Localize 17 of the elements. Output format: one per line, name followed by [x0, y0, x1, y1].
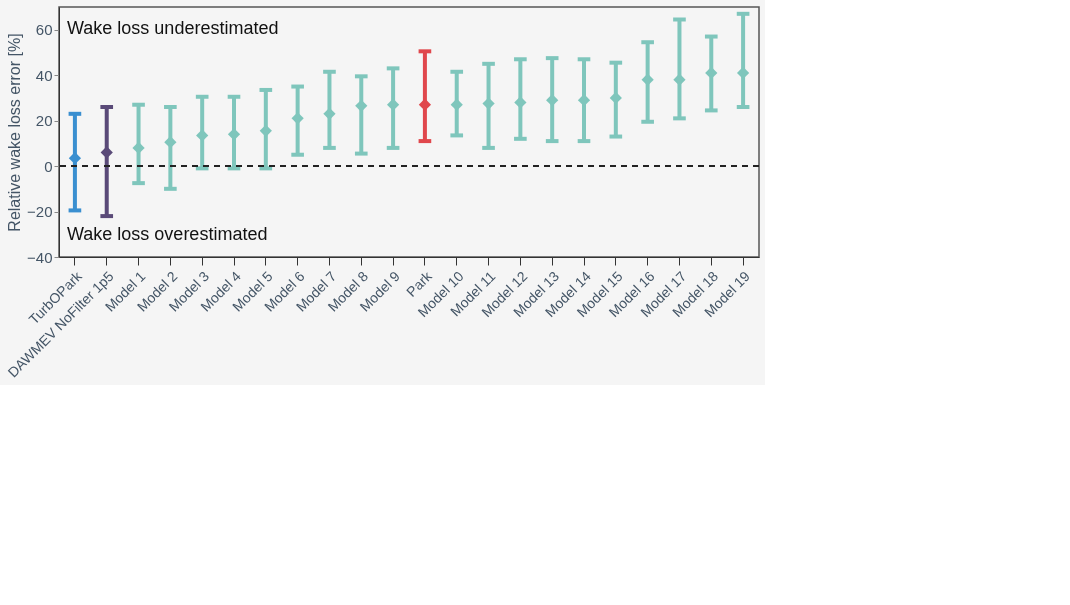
point [609, 91, 622, 105]
annotation: Wake loss underestimated [67, 18, 279, 38]
point [705, 66, 718, 80]
point [68, 152, 82, 165]
point [227, 128, 241, 141]
y-tick-label: 0 [44, 157, 53, 175]
point [418, 98, 432, 111]
y-tick-label: 40 [35, 66, 53, 84]
y-axis-title: Relative wake loss error [%] [6, 33, 24, 232]
y-tick-label: 20 [35, 112, 53, 130]
y-tick-label: 60 [35, 21, 53, 39]
annotation: Wake loss overestimated [67, 224, 268, 244]
point [386, 98, 400, 111]
y-tick-label: −20 [27, 203, 53, 221]
point [132, 141, 145, 155]
point [577, 94, 591, 107]
y-tick-label: −40 [27, 248, 53, 266]
